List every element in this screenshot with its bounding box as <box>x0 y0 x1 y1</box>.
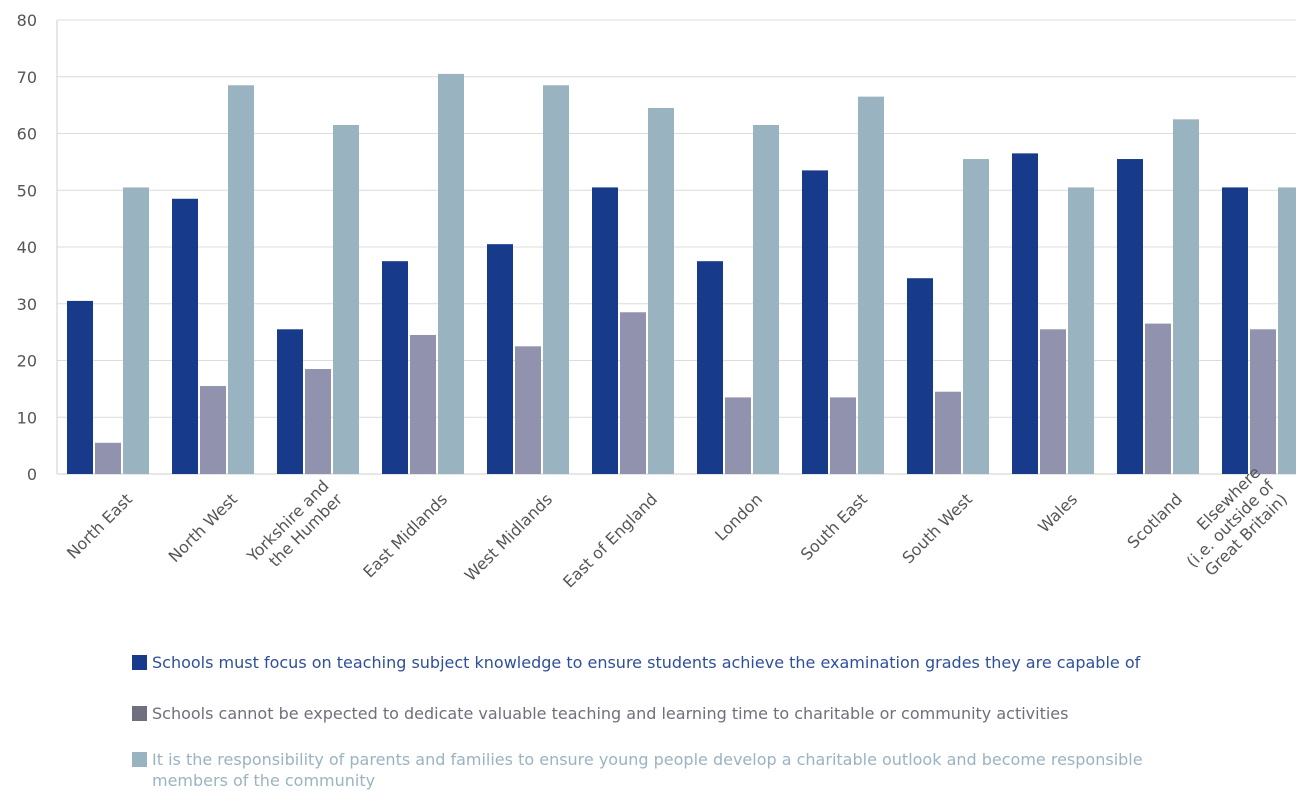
y-tick-label: 10 <box>17 408 37 427</box>
x-tick-label-line: London <box>711 490 766 545</box>
x-tick-label-line: South East <box>797 490 871 564</box>
x-tick-label-line: East Midlands <box>359 490 451 582</box>
legend-item: It is the responsibility of parents and … <box>132 749 1212 791</box>
x-tick-label: Elsewhere(i.e. outside ofGreat Britain) <box>1169 463 1291 585</box>
x-tick-label: North East <box>63 490 136 563</box>
bar <box>1145 323 1171 474</box>
bar <box>382 261 408 474</box>
legend-label: Schools cannot be expected to dedicate v… <box>152 704 1069 723</box>
bar <box>172 198 198 474</box>
y-tick-label: 0 <box>27 465 37 484</box>
bar <box>543 85 569 474</box>
y-tick-label: 30 <box>17 295 37 314</box>
x-tick-label: North West <box>165 490 241 566</box>
x-tick-label-line: South West <box>898 490 976 568</box>
bar <box>1222 187 1248 474</box>
bar <box>1250 329 1276 474</box>
bar <box>305 369 331 474</box>
legend-label: Schools must focus on teaching subject k… <box>152 653 1141 672</box>
y-tick-label: 50 <box>17 181 37 200</box>
x-axis: North East North West Yorkshire andthe Hum… <box>63 463 1291 592</box>
bar <box>95 442 121 474</box>
bar <box>963 159 989 474</box>
x-tick-label: South East <box>797 490 871 564</box>
legend-item: Schools must focus on teaching subject k… <box>132 652 1212 673</box>
bar <box>830 397 856 474</box>
bar <box>1040 329 1066 474</box>
bar <box>697 261 723 474</box>
y-tick-label: 60 <box>17 125 37 144</box>
bar <box>123 187 149 474</box>
bar <box>858 96 884 475</box>
bar <box>907 278 933 474</box>
bar <box>487 244 513 474</box>
bar <box>802 170 828 474</box>
bar <box>1278 187 1296 474</box>
y-tick-label: 70 <box>17 68 37 87</box>
x-tick-label: East Midlands <box>359 490 451 582</box>
bar <box>935 391 961 474</box>
bar <box>333 124 359 475</box>
bar <box>67 300 93 474</box>
x-tick-label-line: Scotland <box>1123 490 1186 553</box>
bar <box>200 386 226 474</box>
gridlines <box>57 19 1296 418</box>
x-tick-label-line: North West <box>165 490 241 566</box>
x-tick-label: London <box>711 490 766 545</box>
y-axis: 0 10 20 30 40 50 60 70 80 <box>17 11 1296 484</box>
bar <box>410 334 436 474</box>
bar-chart: 0 10 20 30 40 50 60 70 80 North East North West Yo… <box>17 11 1296 592</box>
bar <box>1012 153 1038 475</box>
bar <box>725 397 751 474</box>
legend-item: Schools cannot be expected to dedicate v… <box>132 703 1212 724</box>
x-tick-label: West Midlands <box>461 490 556 585</box>
x-tick-label-line: Wales <box>1034 490 1081 537</box>
bar <box>515 346 541 474</box>
x-tick-label: Yorkshire andthe Humber <box>243 476 347 580</box>
bar <box>753 124 779 475</box>
bar <box>648 107 674 475</box>
bar <box>1068 187 1094 474</box>
y-tick-label: 20 <box>17 352 37 371</box>
x-tick-label: South West <box>898 490 976 568</box>
bar <box>438 73 464 474</box>
bar <box>277 329 303 474</box>
y-tick-label: 40 <box>17 238 37 257</box>
legend-swatch <box>132 752 147 767</box>
x-tick-label: East of England <box>559 490 661 592</box>
x-tick-label-line: West Midlands <box>461 490 556 585</box>
bar <box>228 85 254 474</box>
y-tick-label: 80 <box>17 11 37 30</box>
x-tick-label: Scotland <box>1123 490 1186 553</box>
legend-label: It is the responsibility of parents and … <box>152 750 1143 790</box>
legend-swatch <box>132 706 147 721</box>
bar <box>1117 159 1143 474</box>
bar <box>1173 119 1199 474</box>
bar <box>620 312 646 474</box>
legend-swatch <box>132 655 147 670</box>
bars <box>67 73 1296 475</box>
x-tick-label-line: East of England <box>559 490 661 592</box>
x-tick-label-line: North East <box>63 490 136 563</box>
bar <box>592 187 618 474</box>
x-tick-label: Wales <box>1034 490 1081 537</box>
